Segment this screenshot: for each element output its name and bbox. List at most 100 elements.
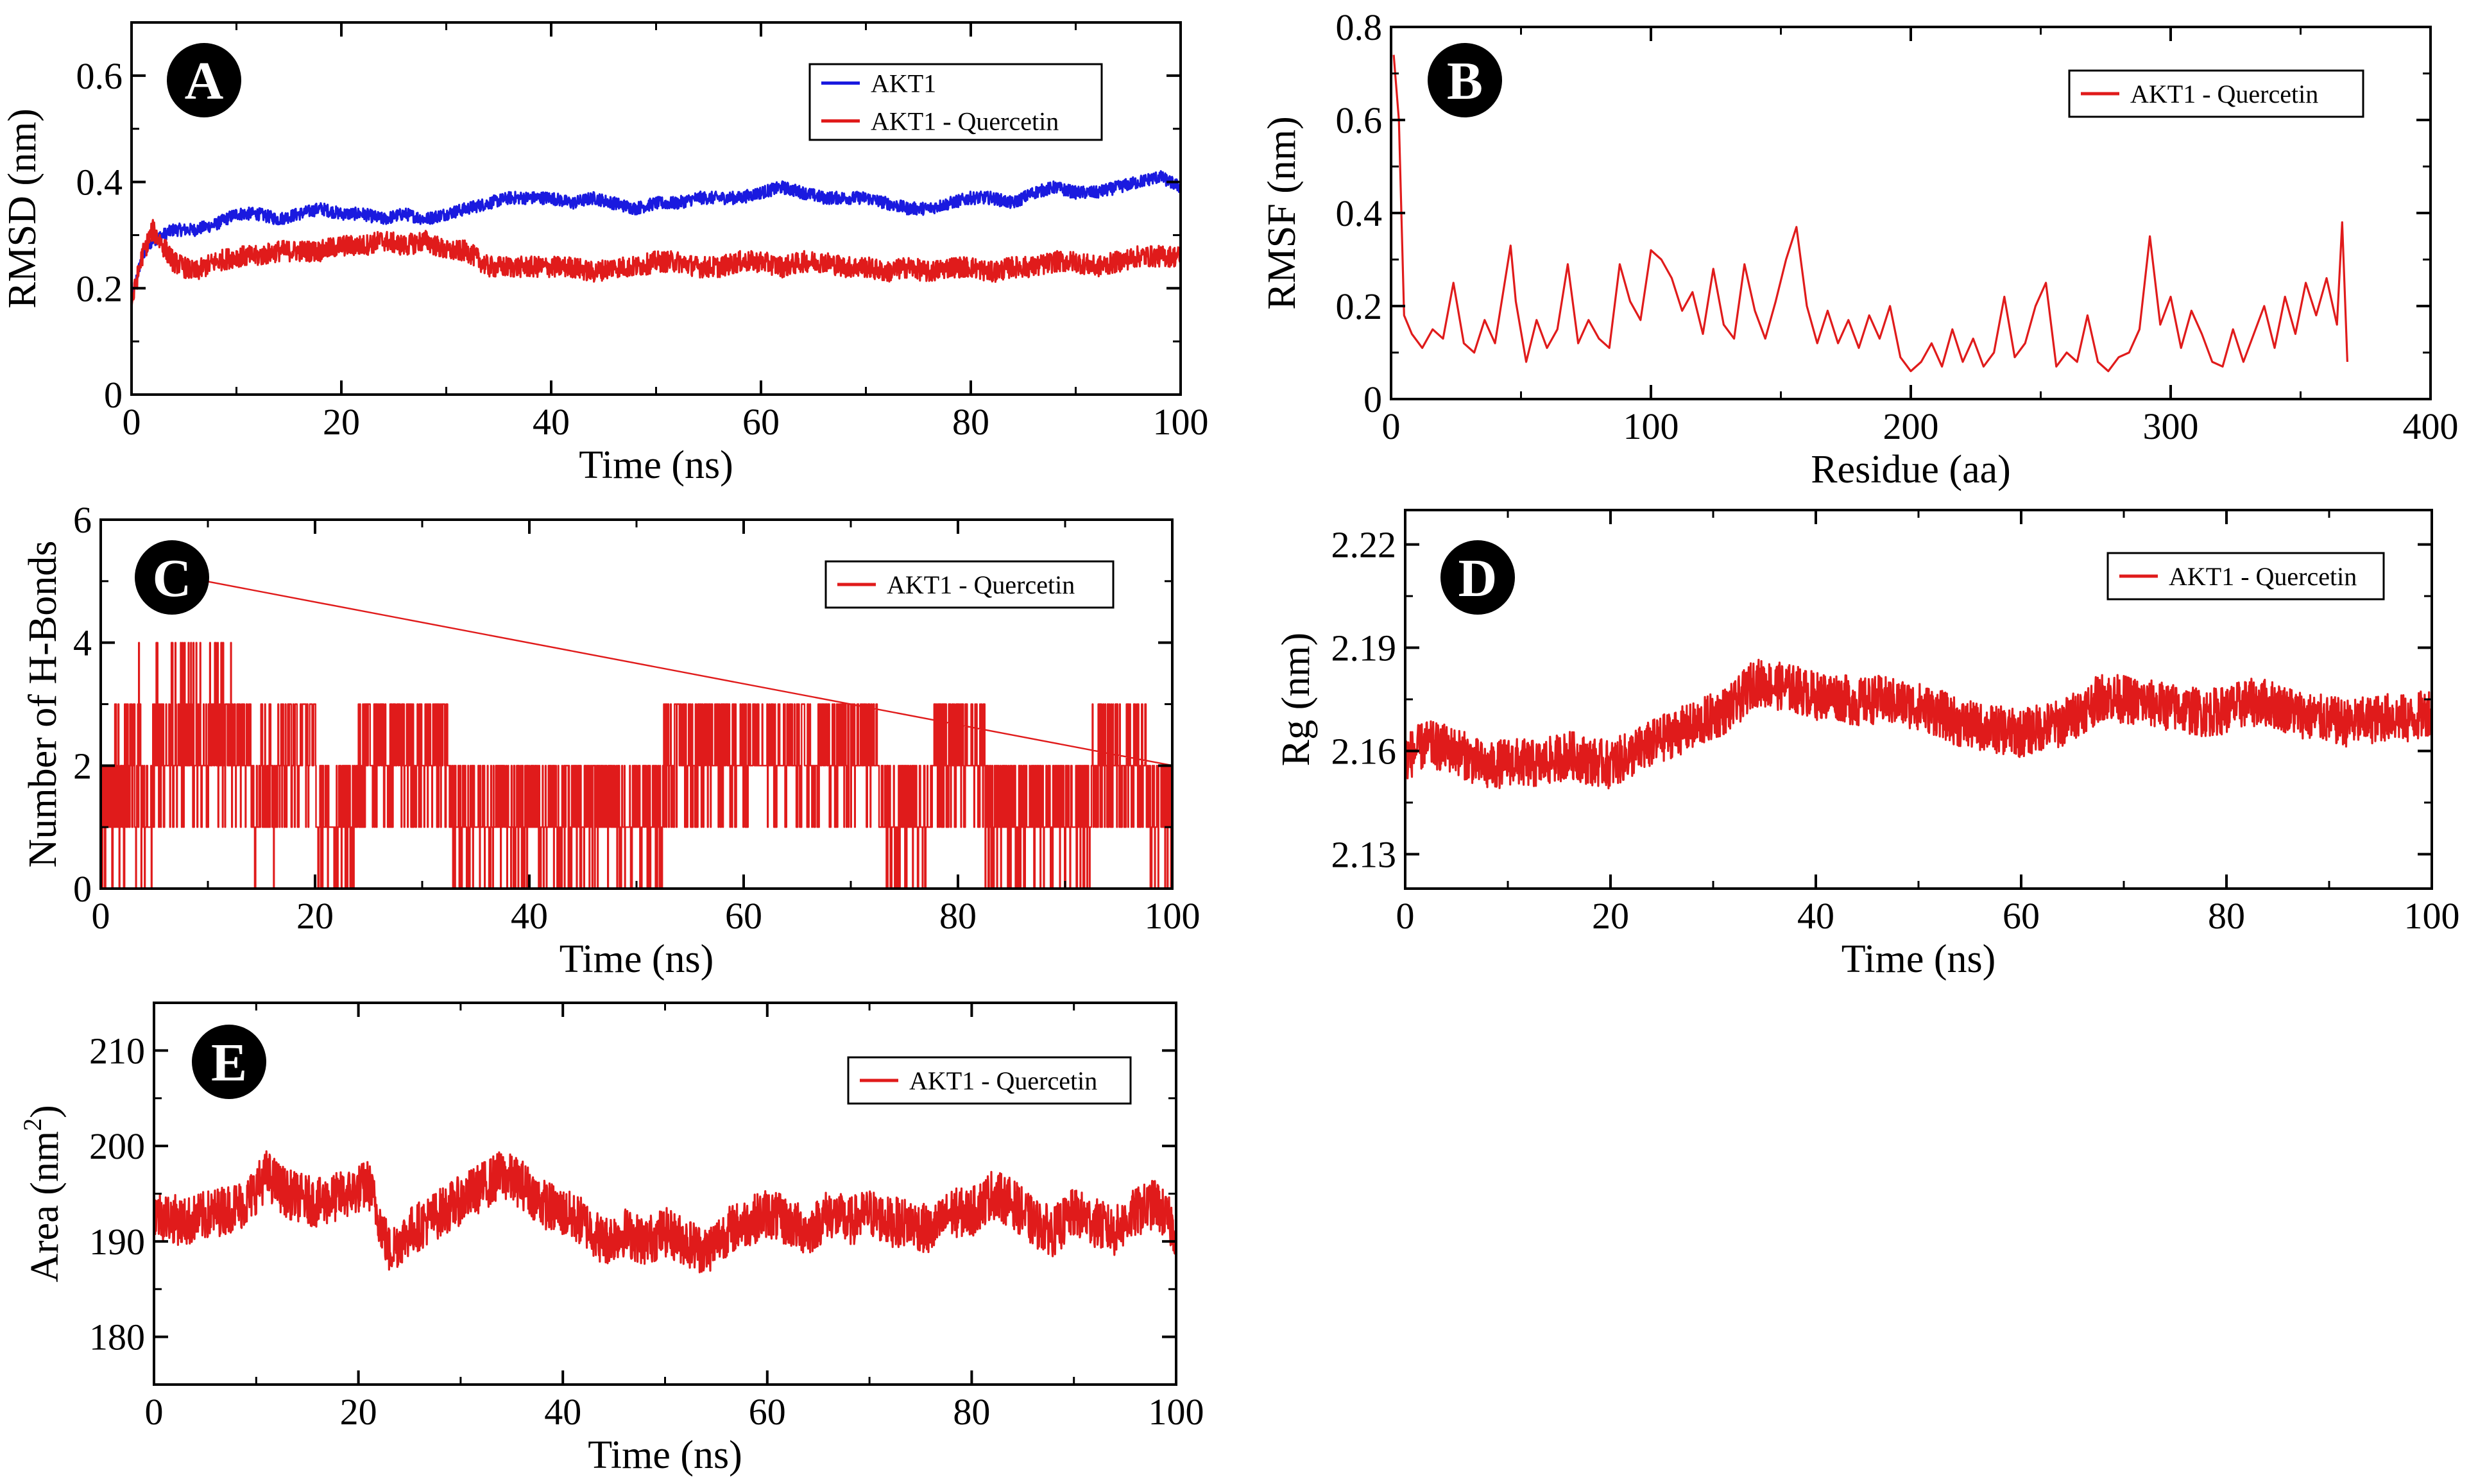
panel-e-xtick-label: 0 [145, 1391, 164, 1433]
panel-c-ytick-label: 2 [73, 745, 92, 787]
panel-d-legend-complex: AKT1 - Quercetin [2169, 562, 2357, 591]
panel-d-ticks: 0 20 40 60 80 100 2.13 2.16 2.19 2.22 [1331, 510, 2460, 937]
panel-e-xtick-label: 60 [749, 1391, 786, 1433]
panel-b-xtick-label: 400 [2403, 405, 2459, 447]
panel-a: 0 20 40 60 80 100 0 0.2 0.4 0.6 Time (ns) RMSD (n… [1, 21, 1209, 487]
panel-c-xtick-label: 40 [511, 895, 548, 937]
panel-a-xtick-label: 40 [533, 401, 570, 443]
panel-c-xtick-label: 80 [939, 895, 977, 937]
panel-e-xlabel: Time (ns) [588, 1433, 742, 1477]
panel-b-badge-letter: B [1447, 51, 1483, 111]
panel-a-legend-box [808, 63, 1103, 141]
panel-c-xlabel: Time (ns) [560, 937, 714, 981]
panel-d-xtick-label: 40 [1797, 895, 1834, 937]
panel-c: 0 20 40 60 80 100 0 2 4 6 Time (ns) Number of H-B… [21, 499, 1201, 981]
panel-a-xtick-label: 100 [1153, 401, 1209, 443]
panel-e-lines [154, 1150, 1176, 1274]
panel-d-ytick-label: 2.19 [1331, 627, 1397, 669]
panel-e-ylabel-close: ) [23, 1105, 67, 1118]
panel-c-ytick-label: 6 [73, 499, 92, 541]
panel-e-badge-letter: E [211, 1033, 247, 1093]
panel-c-badge: C [135, 540, 209, 615]
panel-b-lines [1392, 55, 2348, 373]
panel-c-xtick-label: 20 [296, 895, 334, 937]
panel-b-ytick-label: 0.4 [1336, 192, 1383, 234]
panel-b-xtick-label: 300 [2143, 405, 2199, 447]
panel-a-legend-complex: AKT1 - Quercetin [871, 107, 1059, 136]
panel-b-ticks: 0 100 200 300 400 0 0.2 0.4 0.6 0.8 [1336, 6, 2459, 447]
panel-d-xtick-label: 60 [2003, 895, 2040, 937]
panel-c-legend-complex: AKT1 - Quercetin [887, 570, 1075, 599]
panel-e-legend-complex: AKT1 - Quercetin [909, 1066, 1097, 1095]
panel-b-series-complex-line [1392, 55, 2348, 373]
panel-a-badge-circle [167, 43, 241, 117]
panel-e: 0 20 40 60 80 100 180 190 200 210 Time (ns) Area … [18, 1002, 1204, 1477]
panel-a-xlabel: Time (ns) [579, 443, 733, 487]
panel-d-xlabel: Time (ns) [1841, 937, 1996, 981]
panel-d-badge-letter: D [1458, 549, 1498, 608]
panel-c-ylabel: Number of H-Bonds [21, 541, 65, 868]
panel-d-xtick-label: 0 [1396, 895, 1415, 937]
panel-d-series-complex-line [1405, 658, 2432, 790]
panel-a-legend-akt1: AKT1 [871, 69, 936, 98]
panel-e-ytick-label: 180 [89, 1317, 145, 1358]
panel-c-ticks: 0 20 40 60 80 100 0 2 4 6 [73, 499, 1201, 937]
panel-d-ylabel: Rg (nm) [1274, 633, 1318, 766]
panel-e-xtick-label: 100 [1149, 1391, 1204, 1433]
panel-c-series-complex-line [101, 580, 1172, 889]
panel-a-badge-letter: A [185, 51, 224, 111]
panel-d-ytick-label: 2.22 [1331, 524, 1397, 566]
panel-b-badge-circle [1428, 43, 1502, 117]
panel-a-xtick-label: 60 [742, 401, 780, 443]
panel-c-xtick-label: 100 [1145, 895, 1201, 937]
panel-c-badge-letter: C [153, 549, 192, 608]
panel-d-lines [1405, 658, 2432, 790]
panel-b-ytick-label: 0 [1363, 379, 1382, 420]
panel-e-ytick-label: 190 [89, 1221, 145, 1263]
panel-d-badge-circle [1440, 540, 1515, 615]
panel-e-ytick-label: 200 [89, 1125, 145, 1167]
panel-a-xtick-label: 0 [123, 401, 141, 443]
panel-d-xtick-label: 100 [2404, 895, 2460, 937]
panel-d-badge: D [1440, 540, 1515, 615]
panel-a-ylabel: RMSD (nm) [1, 108, 44, 309]
panel-e-xtick-label: 80 [953, 1391, 990, 1433]
panel-b-xtick-label: 200 [1883, 405, 1939, 447]
panel-c-legend: AKT1 - Quercetin [825, 560, 1115, 609]
panel-a-xtick-label: 80 [952, 401, 989, 443]
panel-e-badge-circle [192, 1025, 266, 1099]
panel-a-ytick-label: 0.2 [76, 268, 123, 309]
panel-e-ticks: 0 20 40 60 80 100 180 190 200 210 [89, 1003, 1204, 1433]
panel-d-xtick-label: 20 [1592, 895, 1629, 937]
panel-a-ytick-label: 0.4 [76, 162, 123, 203]
panel-e-ylabel-sup: 2 [18, 1118, 47, 1131]
panel-a-series-complex-line [132, 219, 1181, 309]
panel-e-ylabel: Area (nm2) [18, 1105, 67, 1283]
panel-d-ytick-label: 2.13 [1331, 833, 1397, 875]
panel-c-lines [101, 580, 1172, 889]
panel-e-legend: AKT1 - Quercetin [847, 1056, 1132, 1105]
panel-b-legend-complex: AKT1 - Quercetin [2130, 80, 2318, 108]
panel-b-badge: B [1428, 43, 1502, 117]
panel-b-ytick-label: 0.6 [1336, 99, 1383, 141]
panel-a-legend: AKT1 AKT1 - Quercetin [808, 63, 1103, 141]
panel-d: 0 20 40 60 80 100 2.13 2.16 2.19 2.22 Time (ns) R… [1274, 509, 2460, 981]
panel-b-ytick-label: 0.8 [1336, 6, 1383, 48]
panel-a-xtick-label: 20 [323, 401, 360, 443]
panel-a-lines [132, 170, 1181, 309]
panel-e-xtick-label: 20 [340, 1391, 377, 1433]
panel-e-badge: E [192, 1025, 266, 1099]
panel-a-badge: A [167, 43, 241, 117]
panel-e-ylabel-main: Area (nm [23, 1131, 67, 1283]
panel-c-xtick-label: 0 [92, 895, 110, 937]
panel-c-xtick-label: 60 [725, 895, 762, 937]
panel-a-ytick-label: 0.6 [76, 55, 123, 97]
panel-b-xlabel: Residue (aa) [1811, 448, 2011, 491]
panel-a-series-akt1-line [132, 170, 1181, 301]
panel-e-series-complex-line [154, 1150, 1176, 1274]
panel-a-ytick-label: 0 [104, 374, 123, 416]
panel-e-ytick-label: 210 [89, 1030, 145, 1071]
panel-c-ytick-label: 4 [73, 622, 92, 664]
panel-d-xtick-label: 80 [2208, 895, 2245, 937]
